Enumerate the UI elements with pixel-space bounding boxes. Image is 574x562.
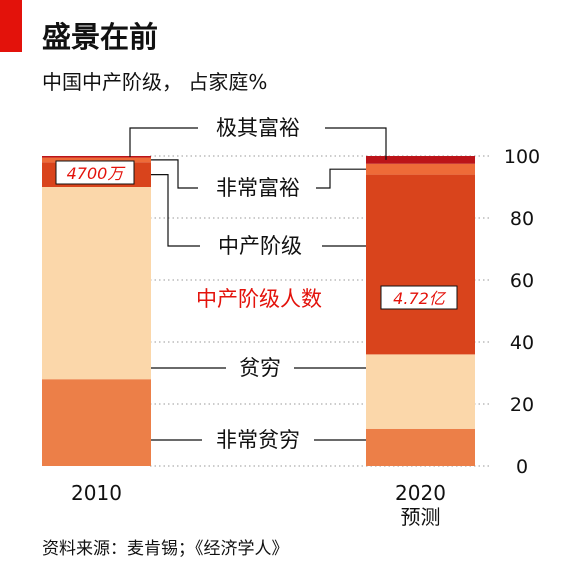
label-extremely-affluent: 极其富裕 (216, 116, 300, 140)
label-very-poor: 非常贫穷 (216, 428, 300, 452)
bar-segment-poor (42, 187, 151, 380)
y-tick-label: 40 (510, 332, 534, 354)
label-middle-class: 中产阶级 (218, 234, 302, 258)
x-category-label: 2010 (71, 481, 122, 505)
bar-segment-poor (366, 354, 475, 429)
source-note: 资料来源：麦肯锡；《经济学人》 (42, 539, 289, 559)
bar-segment-very_poor (366, 428, 475, 466)
label-middle-class-population: 中产阶级人数 (196, 287, 322, 311)
value-box-2020: 4.72亿 (393, 289, 447, 308)
value-box-2010: 4700万 (67, 164, 127, 183)
y-tick-label: 80 (510, 208, 534, 230)
y-tick-label: 0 (516, 456, 528, 478)
chart-subtitle: 中国中产阶级， 占家庭% (42, 70, 268, 94)
label-very-affluent: 非常富裕 (216, 176, 300, 200)
value-box-2020-box (380, 285, 458, 310)
y-tick-label: 100 (504, 146, 540, 168)
brand-accent-bar (0, 0, 22, 52)
label-leader-line (325, 127, 387, 160)
bar-segment-very_affluent (42, 157, 151, 163)
bar-segment-middle_class (366, 174, 475, 355)
value-box-2010-box (55, 160, 135, 185)
label-leader-line (151, 159, 198, 189)
bar-segment-affluent (366, 156, 475, 164)
x-category-label: 预测 (401, 505, 441, 529)
y-tick-label: 20 (510, 394, 534, 416)
bar-segment-affluent (42, 156, 151, 158)
bar-segment-very_affluent (366, 163, 475, 175)
chart-title: 盛景在前 (42, 20, 159, 54)
bar-segment-very_poor (42, 379, 151, 466)
y-tick-label: 60 (510, 270, 534, 292)
label-leader-line (151, 174, 200, 247)
label-leader-line (316, 168, 366, 189)
label-leader-line (129, 127, 198, 157)
x-category-label: 2020 (395, 481, 446, 505)
label-poor: 贫穷 (239, 356, 281, 380)
